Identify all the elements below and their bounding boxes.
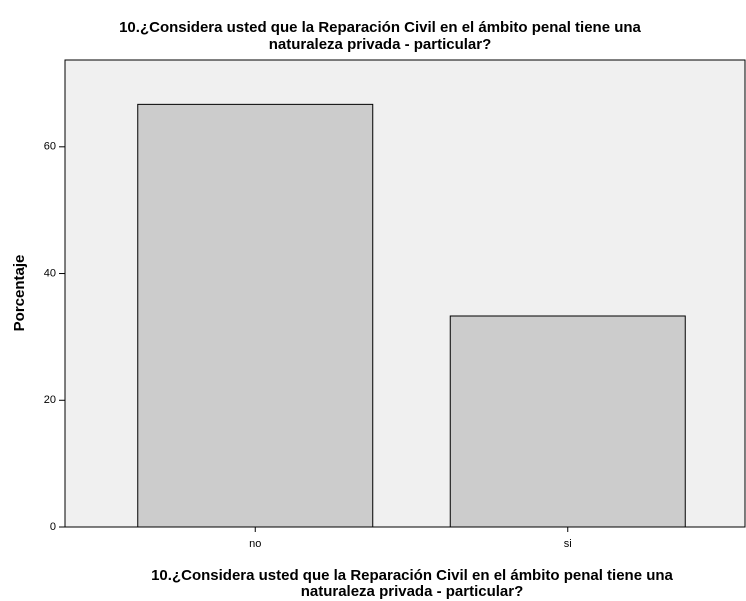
x-tick-label: no [249,538,261,550]
y-tick-label: 0 [50,521,56,533]
bar [137,103,374,528]
y-tick-label: 40 [44,267,56,279]
x-axis-label: naturaleza privada - particular? [301,583,524,600]
chart-title: 10.¿Considera usted que la Reparación Ci… [119,19,641,36]
y-tick-label: 20 [44,394,56,406]
y-axis-label: Porcentaje [11,255,28,332]
x-tick-label: si [564,538,572,550]
x-axis-label: 10.¿Considera usted que la Reparación Ci… [151,567,673,584]
chart-title: naturaleza privada - particular? [269,36,492,53]
y-tick-label: 60 [44,141,56,153]
bar [449,315,686,528]
